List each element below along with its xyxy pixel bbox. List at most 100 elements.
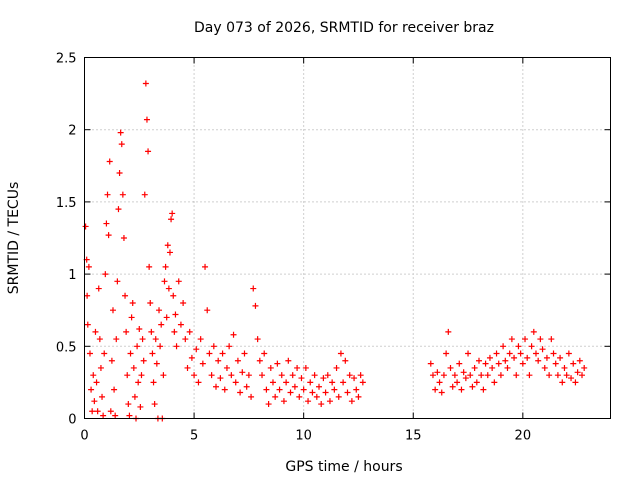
data-point [102, 271, 109, 278]
data-point [96, 336, 103, 343]
data-point [484, 372, 491, 379]
data-point [85, 263, 92, 270]
data-point [145, 148, 152, 155]
data-point [267, 364, 274, 371]
data-point [93, 379, 100, 386]
data-point [127, 350, 134, 357]
data-point [469, 383, 476, 390]
data-point [142, 80, 149, 87]
data-point [532, 350, 539, 357]
data-point [429, 372, 436, 379]
data-point [108, 357, 115, 364]
data-point [539, 346, 546, 353]
data-point [261, 350, 268, 357]
data-point [348, 398, 355, 405]
data-point [138, 372, 145, 379]
data-point [140, 357, 147, 364]
data-point [120, 235, 127, 241]
data-point [151, 401, 158, 408]
data-point [125, 401, 132, 408]
data-point [329, 379, 336, 386]
data-point [107, 408, 114, 415]
data-point [152, 336, 159, 343]
data-point [82, 223, 89, 230]
y-tick-label: 1.5 [56, 196, 77, 211]
data-point [166, 249, 173, 256]
data-point [84, 321, 91, 328]
data-point [570, 360, 577, 367]
data-point [84, 292, 91, 299]
data-point [248, 393, 255, 400]
data-point [223, 364, 230, 371]
data-point [86, 350, 93, 357]
data-point [243, 383, 250, 390]
data-point [546, 372, 553, 379]
data-point [524, 354, 531, 361]
data-point [252, 302, 259, 309]
data-point [213, 383, 219, 390]
data-point [581, 364, 588, 371]
data-point [250, 285, 257, 292]
data-point [228, 372, 235, 379]
data-point [436, 379, 443, 386]
data-point [445, 328, 452, 335]
data-point [193, 346, 200, 353]
data-point [576, 357, 583, 364]
data-point [320, 375, 327, 382]
data-point [177, 321, 184, 328]
data-point [116, 170, 123, 177]
data-point [530, 328, 537, 335]
data-point [139, 336, 146, 343]
data-point [294, 364, 301, 371]
data-point [274, 360, 281, 367]
data-point [313, 393, 320, 400]
data-point [447, 364, 454, 371]
data-point [137, 403, 144, 410]
data-point [256, 357, 263, 364]
data-point [289, 372, 296, 379]
data-point [541, 364, 548, 371]
data-point [221, 386, 228, 393]
data-point [495, 360, 502, 367]
data-point [283, 379, 290, 386]
data-point [451, 372, 458, 379]
data-point [105, 232, 112, 239]
x-tick-label: 15 [405, 429, 422, 444]
data-point [276, 386, 283, 393]
data-points [82, 80, 588, 422]
data-point [579, 372, 586, 379]
data-point [535, 357, 542, 364]
data-point [163, 314, 170, 321]
data-point [434, 369, 441, 376]
data-point [215, 357, 222, 364]
data-point [113, 336, 120, 343]
data-point [506, 350, 513, 357]
data-point [237, 389, 244, 396]
data-point [186, 328, 193, 335]
data-point [150, 379, 157, 386]
data-point [554, 372, 561, 379]
data-point [119, 191, 126, 198]
data-point [515, 343, 522, 350]
data-point [269, 379, 276, 386]
data-point [559, 379, 566, 386]
y-tick-label: 0 [68, 413, 76, 428]
data-point [168, 216, 175, 223]
data-point [157, 343, 164, 350]
data-point [355, 393, 362, 400]
data-point [100, 412, 107, 419]
data-point [550, 350, 557, 357]
data-point [112, 412, 119, 419]
data-point [357, 372, 364, 379]
y-tick-label: 2.5 [56, 52, 77, 67]
data-point [126, 412, 133, 419]
data-point [173, 343, 180, 350]
data-point [318, 401, 325, 408]
data-point [443, 350, 450, 357]
data-point [128, 314, 135, 321]
data-point [522, 336, 529, 343]
data-point [482, 360, 489, 367]
data-point [232, 379, 239, 386]
data-point [278, 372, 285, 379]
data-point [180, 299, 187, 306]
